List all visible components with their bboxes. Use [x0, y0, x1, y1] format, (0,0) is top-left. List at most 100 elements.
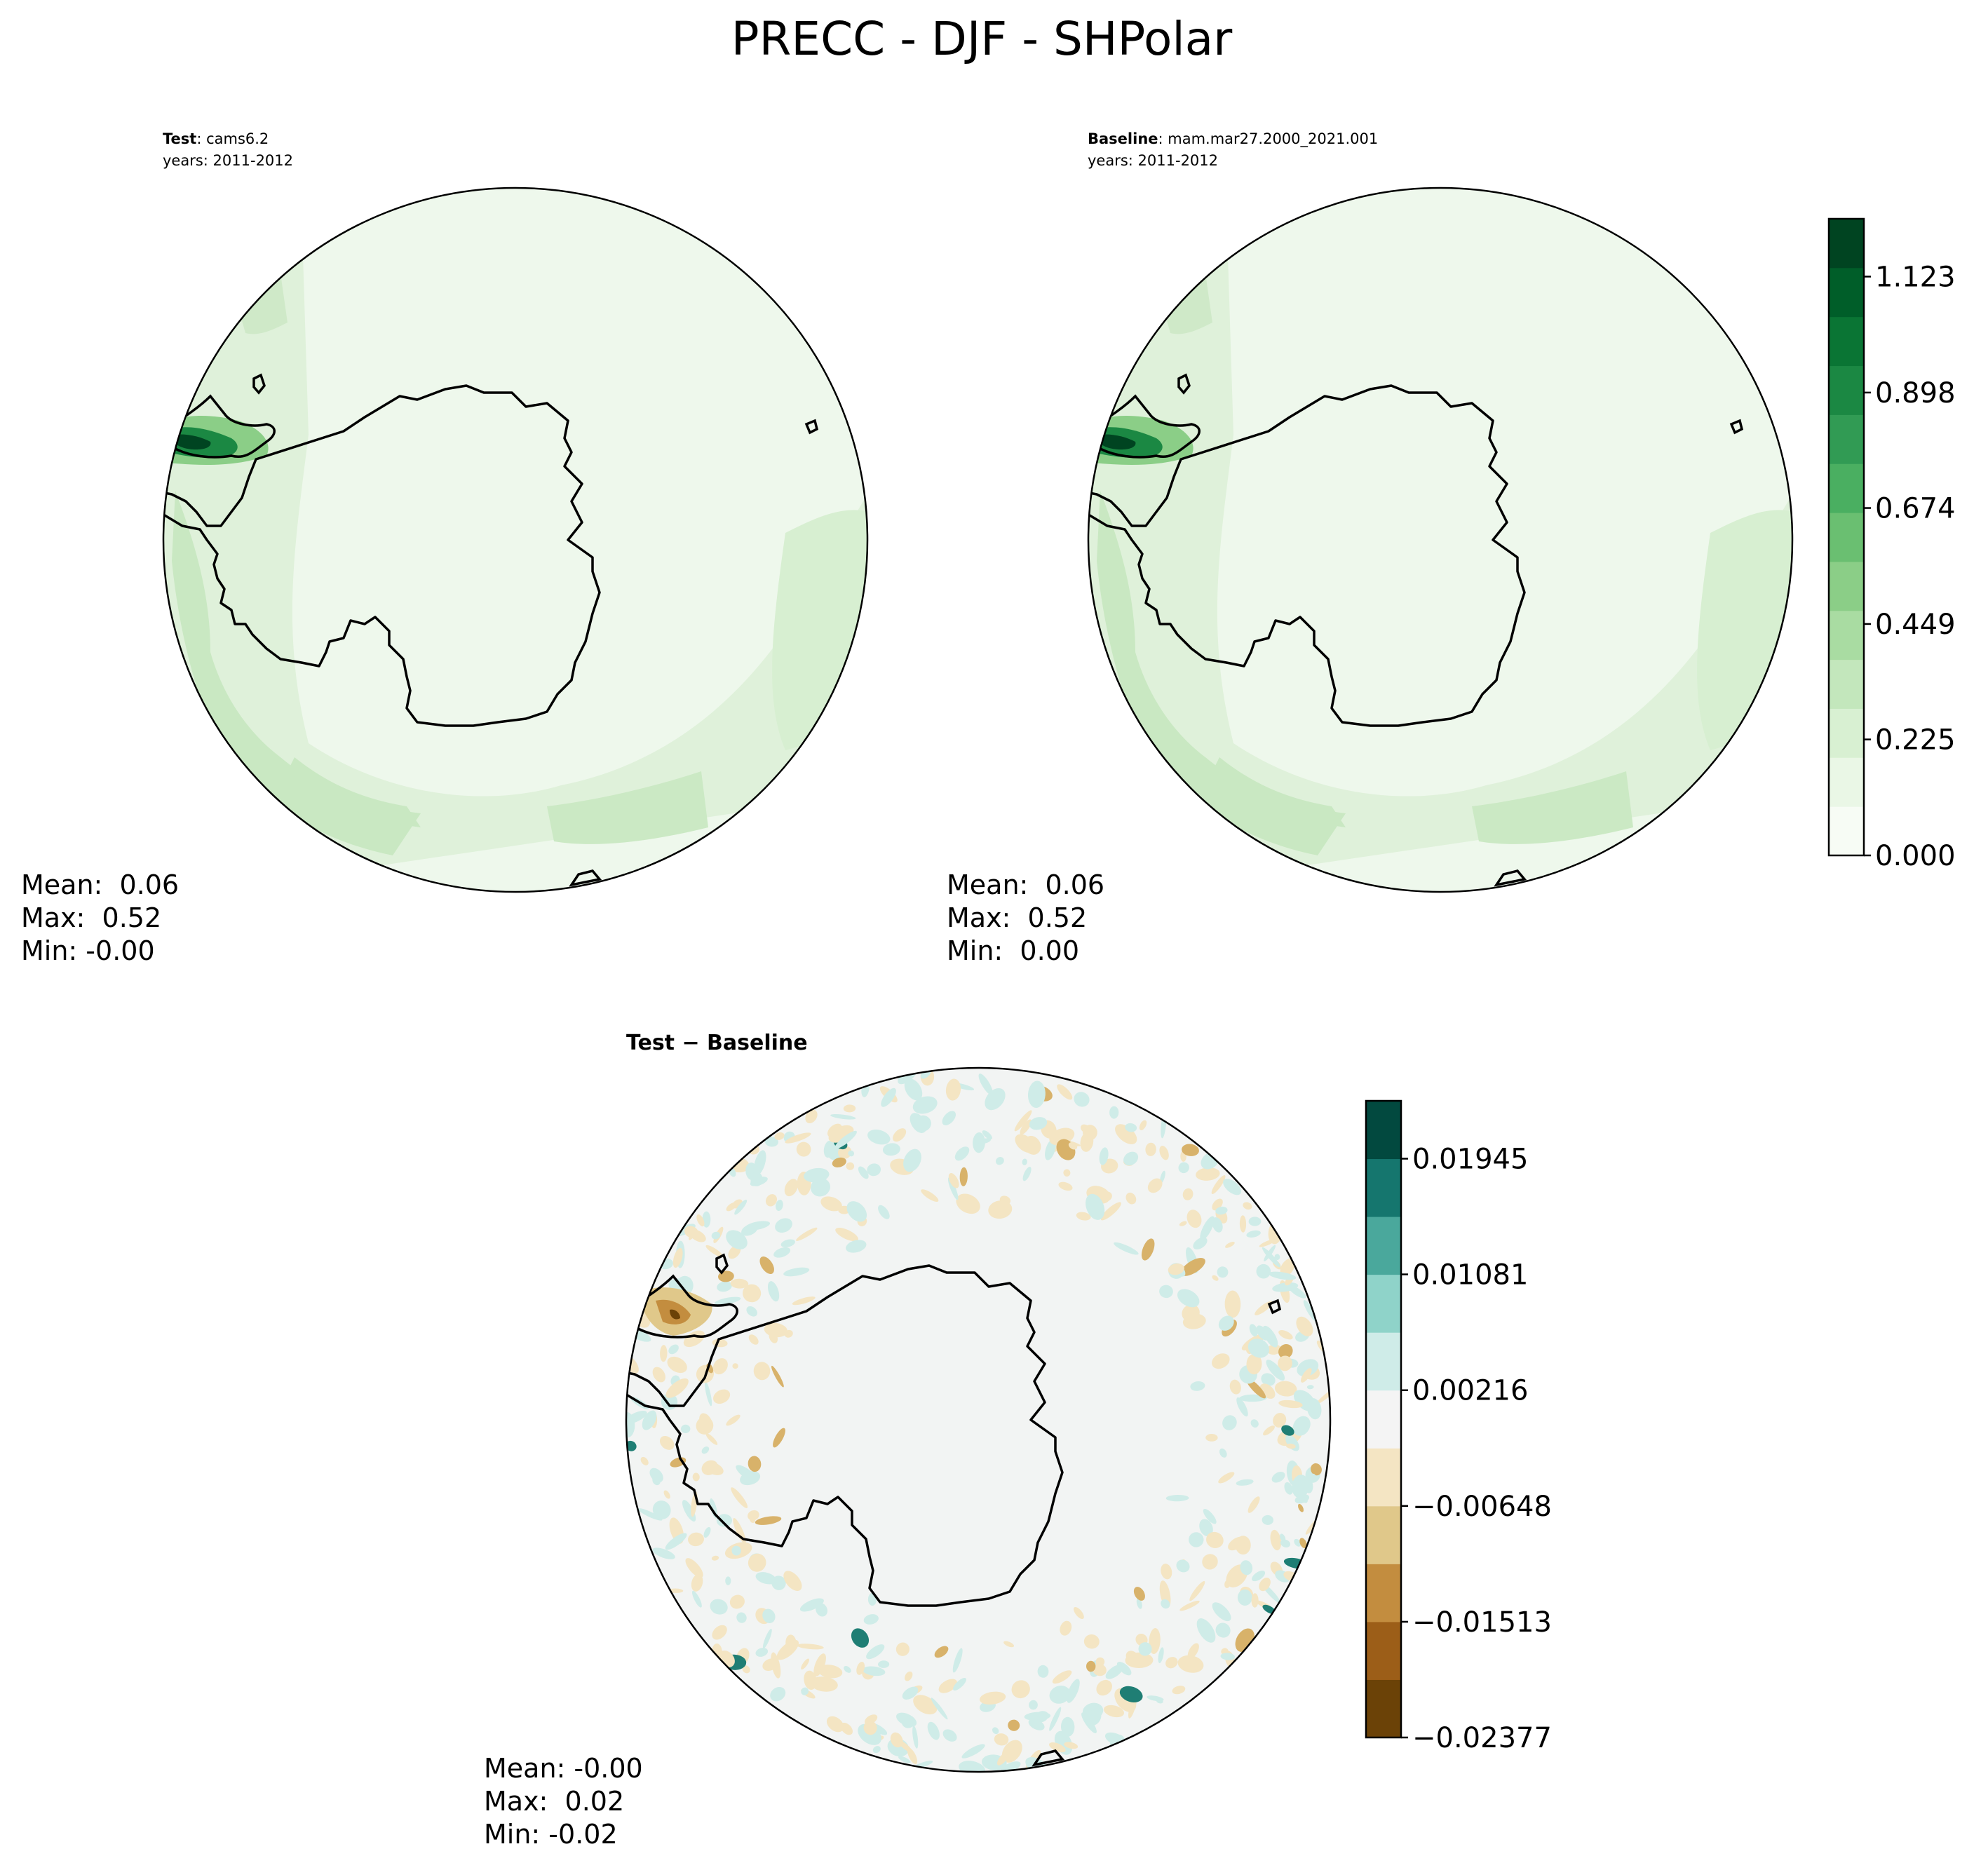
diff-colorbar-swatch — [1366, 1217, 1401, 1275]
diff-anomaly-patch — [741, 1224, 758, 1236]
diff-anomaly-patch — [712, 1358, 728, 1375]
diff-anomaly-patch — [784, 1179, 799, 1197]
diff-anomaly-patch — [1273, 1413, 1287, 1428]
baseline-label-case: : mam.mar27.2000_2021.001 — [1158, 130, 1379, 148]
diff-anomaly-patch — [994, 1733, 1009, 1746]
diff-anomaly-patch — [652, 1547, 675, 1559]
main-colorbar-swatch — [1829, 659, 1864, 709]
test-label-bold: Test — [163, 130, 196, 147]
diff-anomaly-patch — [1200, 1216, 1215, 1241]
diff-anomaly-patch — [748, 1510, 759, 1521]
diff-anomaly-patch — [813, 1653, 826, 1677]
diff-anomaly-patch — [959, 1167, 968, 1186]
main-colorbar-swatch — [1829, 513, 1864, 562]
diff-anomaly-patch — [878, 1660, 890, 1668]
diff-anomaly-patch — [705, 1245, 724, 1258]
diff-anomaly-patch — [1229, 1379, 1241, 1395]
diff-anomaly-patch — [1196, 1618, 1216, 1643]
diff-anomaly-patch — [1086, 1709, 1102, 1726]
diff-anomaly-patch — [1222, 1415, 1237, 1430]
diff-anomaly-patch — [1270, 1529, 1282, 1551]
diff-anomaly-patch — [1049, 1707, 1062, 1731]
diff-anomaly-patch — [748, 1553, 766, 1572]
diff-anomaly-patch — [665, 1378, 689, 1398]
diff-anomaly-patch — [1224, 1290, 1241, 1318]
diff-anomaly-patch — [729, 1594, 745, 1609]
diff-anomaly-patch — [952, 1648, 963, 1673]
main-colorbar-swatch — [1829, 708, 1864, 758]
diff-anomaly-patch — [1060, 1716, 1075, 1737]
diff-panel: Test − Baseline Mean: -0.00 Max: 0.02 Mi… — [484, 1031, 1332, 1850]
diff-anomaly-patch — [796, 1227, 818, 1241]
diff-anomaly-patch — [921, 1189, 939, 1202]
diff-anomaly-patch — [1076, 1212, 1091, 1221]
diff-anomaly-patch — [867, 1129, 891, 1145]
diff-anomaly-patch — [804, 1167, 830, 1183]
diff-anomaly-patch — [780, 1239, 795, 1247]
diff-anomaly-patch — [1138, 1642, 1152, 1656]
diff-colorbar-tick-label: 0.01945 — [1412, 1144, 1528, 1176]
diff-anomaly-patch — [1178, 1162, 1189, 1174]
diff-anomaly-patch — [1228, 1536, 1245, 1551]
diff-anomaly-patch — [1028, 1719, 1045, 1730]
diff-colorbar-swatch — [1366, 1158, 1401, 1217]
diff-anomaly-patch — [1114, 1242, 1139, 1255]
diff-anomaly-patch — [1303, 1477, 1313, 1493]
diff-anomaly-patch — [1067, 1679, 1080, 1703]
diff-anomaly-patch — [816, 1603, 828, 1617]
diff-anomaly-patch — [1220, 1653, 1236, 1660]
diff-anomaly-patch — [913, 1695, 938, 1715]
diff-anomaly-patch — [792, 1296, 816, 1306]
diff-anomaly-patch — [1008, 1719, 1020, 1731]
diff-anomaly-patch — [783, 1571, 802, 1592]
diff-anomaly-patch — [1205, 1433, 1218, 1442]
test-label-case: : cams6.2 — [196, 130, 269, 147]
diff-colorbar-swatch — [1366, 1390, 1401, 1449]
main-colorbar-swatch — [1829, 757, 1864, 807]
diff-anomaly-patch — [659, 1435, 675, 1450]
diff-anomaly-patch — [898, 1756, 911, 1763]
diff-anomaly-patch — [934, 1646, 949, 1658]
diff-anomaly-patch — [1292, 1416, 1311, 1436]
diff-anomaly-patch — [637, 1508, 663, 1521]
diff-anomaly-patch — [688, 1532, 704, 1547]
diff-anomaly-patch — [1223, 1179, 1242, 1195]
diff-anomaly-patch — [1176, 1559, 1190, 1573]
diff-anomaly-patch — [762, 1608, 776, 1623]
diff-anomaly-patch — [1298, 1503, 1304, 1512]
diff-anomaly-patch — [1284, 1482, 1293, 1495]
baseline-panel: Baseline: mam.mar27.2000_2021.001 years:… — [947, 130, 1794, 966]
diff-anomaly-patch — [1027, 1080, 1046, 1109]
diff-anomaly-patch — [731, 1487, 748, 1508]
diff-anomaly-patch — [1172, 1686, 1186, 1695]
diff-anomaly-patch — [1211, 1175, 1226, 1194]
diff-anomaly-patch — [703, 1526, 711, 1538]
diff-anomaly-patch — [959, 1761, 986, 1772]
test-mean: Mean: 0.06 — [21, 869, 179, 900]
diff-anomaly-patch — [992, 1727, 999, 1735]
diff-anomaly-patch — [667, 1356, 687, 1374]
diff-anomaly-patch — [1285, 1435, 1299, 1451]
diff-anomaly-patch — [810, 1676, 838, 1692]
diff-anomaly-patch — [1310, 1473, 1316, 1481]
diff-anomaly-patch — [799, 1598, 824, 1612]
diff-mean: Mean: -0.00 — [484, 1753, 643, 1784]
diff-anomaly-patch — [1180, 1258, 1205, 1276]
test-island-3 — [569, 869, 602, 887]
test-island-2 — [804, 419, 819, 435]
test-panel-years: years: 2011-2012 — [163, 152, 293, 169]
diff-anomaly-patch — [978, 1138, 991, 1144]
diff-anomaly-patch — [856, 1661, 865, 1675]
diff-anomaly-patch — [1212, 1602, 1231, 1622]
diff-anomaly-patch — [767, 1281, 780, 1302]
diff-anomaly-patch — [1278, 1355, 1292, 1371]
diff-anomaly-patch — [1139, 1120, 1147, 1130]
diff-anomaly-patch — [1123, 1151, 1139, 1166]
diff-anomaly-patch — [835, 1227, 858, 1242]
diff-colorbar-swatch — [1366, 1679, 1401, 1738]
test-band-top-left — [238, 273, 288, 334]
diff-anomaly-patch — [755, 1648, 769, 1657]
diff-anomaly-patch — [762, 1658, 778, 1671]
baseline-band-peak-core — [1099, 434, 1136, 450]
diff-anomaly-patch — [731, 1545, 741, 1556]
